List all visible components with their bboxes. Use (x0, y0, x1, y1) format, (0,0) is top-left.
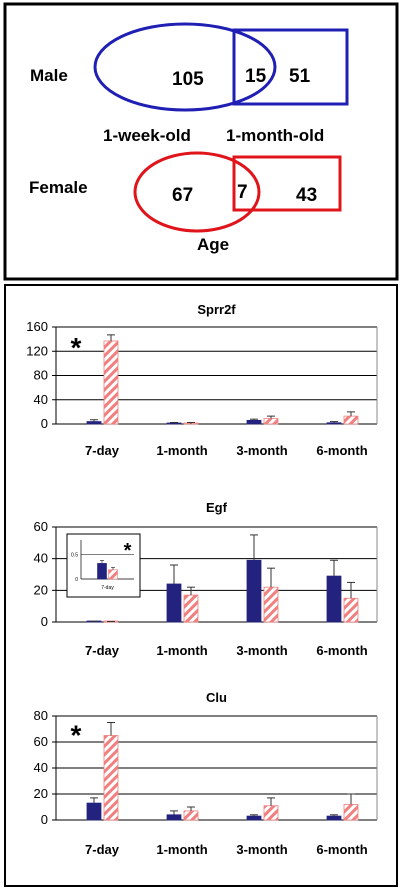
x-tick-label: 6-month (316, 443, 367, 458)
male-bar (246, 815, 262, 821)
inset-x-tick-label: 7-day (101, 585, 114, 591)
y-tick-label: 60 (34, 734, 48, 749)
y-tick-label: 0 (41, 812, 48, 827)
x-tick-label: 7-day (85, 842, 120, 857)
male-week-ellipse (93, 22, 277, 112)
x-tick-label: 6-month (316, 643, 367, 658)
female-bar (183, 594, 199, 623)
significance-star: * (71, 332, 82, 363)
female-month-only-count: 43 (296, 185, 317, 206)
charts-panel-border (4, 284, 398, 887)
female-bar (343, 804, 359, 821)
x-tick-label: 7-day (85, 643, 120, 658)
male-bar (246, 559, 262, 623)
chart-title: Egf (206, 500, 228, 515)
month-group-label: 1-month-old (226, 126, 324, 145)
female-week-only-count: 67 (172, 185, 193, 206)
y-tick-label: 40 (34, 392, 48, 407)
week-group-label: 1-week-old (103, 126, 191, 145)
inset-male-bar (97, 563, 107, 580)
female-bar (343, 597, 359, 623)
female-bar (103, 735, 119, 821)
chart-title: Sprr2f (197, 302, 236, 317)
female-bar (343, 415, 359, 425)
male-week-only-count: 105 (172, 69, 204, 90)
age-axis-label: Age (197, 235, 229, 254)
x-tick-label: 7-day (85, 443, 120, 458)
y-tick-label: 160 (26, 319, 48, 334)
inset-significance-star: * (124, 540, 132, 562)
y-tick-label: 0 (41, 416, 48, 431)
x-tick-label: 3-month (236, 643, 287, 658)
male-bar (166, 583, 182, 623)
y-tick-label: 80 (34, 708, 48, 723)
male-overlap-count: 15 (245, 66, 267, 87)
y-tick-label: 80 (34, 368, 48, 383)
y-tick-label: 40 (34, 760, 48, 775)
female-bar (183, 810, 199, 821)
significance-star: * (71, 720, 82, 751)
y-tick-label: 120 (26, 343, 48, 358)
charts-panel: Sprr2f 0 40 80 120 160 7-day 1-month 3-month 6-mo… (26, 302, 378, 857)
female-bar (103, 340, 119, 425)
chart-clu: Clu 0 20 40 60 80 7-day 1-month 3-month 6-month * (34, 690, 378, 857)
female-overlap-count: 7 (237, 182, 248, 203)
x-tick-label: 3-month (236, 842, 287, 857)
female-bar (263, 586, 279, 623)
x-tick-label: 3-month (236, 443, 287, 458)
male-label: Male (30, 66, 68, 85)
male-bar (166, 814, 182, 821)
female-bar (263, 418, 279, 425)
male-bar (326, 575, 342, 623)
male-bar (326, 422, 342, 425)
y-tick-label: 60 (34, 519, 48, 534)
male-bar (326, 815, 342, 821)
female-week-ellipse (133, 151, 261, 233)
x-tick-label: 6-month (316, 842, 367, 857)
venn-panel-border (3, 2, 399, 281)
y-tick-label: 20 (34, 786, 48, 801)
x-tick-label: 1-month (156, 643, 207, 658)
female-bar (263, 805, 279, 821)
inset-y-tick-label: 0 (75, 577, 78, 583)
chart-egf: Egf 0 20 40 60 7-day 1-month 3-month 6-month 0 0.5… (34, 500, 378, 658)
male-month-only-count: 51 (289, 66, 311, 87)
male-bar (86, 802, 102, 821)
y-tick-label: 40 (34, 551, 48, 566)
chart-sprr2f: Sprr2f 0 40 80 120 160 7-day 1-month 3-month 6-mo… (26, 302, 378, 458)
x-tick-label: 1-month (156, 842, 207, 857)
chart-title: Clu (206, 690, 227, 705)
y-tick-label: 20 (34, 582, 48, 597)
female-label: Female (29, 178, 88, 197)
male-bar (246, 419, 262, 425)
x-tick-label: 1-month (156, 443, 207, 458)
female-month-box (232, 155, 342, 212)
y-tick-label: 0 (41, 614, 48, 629)
venn-panel: Male 105 15 51 1-week-old 1-month-old Fe… (3, 2, 399, 281)
inset-female-bar (108, 569, 118, 580)
inset-y-tick-label: 0.5 (71, 553, 78, 559)
male-month-box (232, 28, 349, 106)
male-bar (86, 421, 102, 425)
